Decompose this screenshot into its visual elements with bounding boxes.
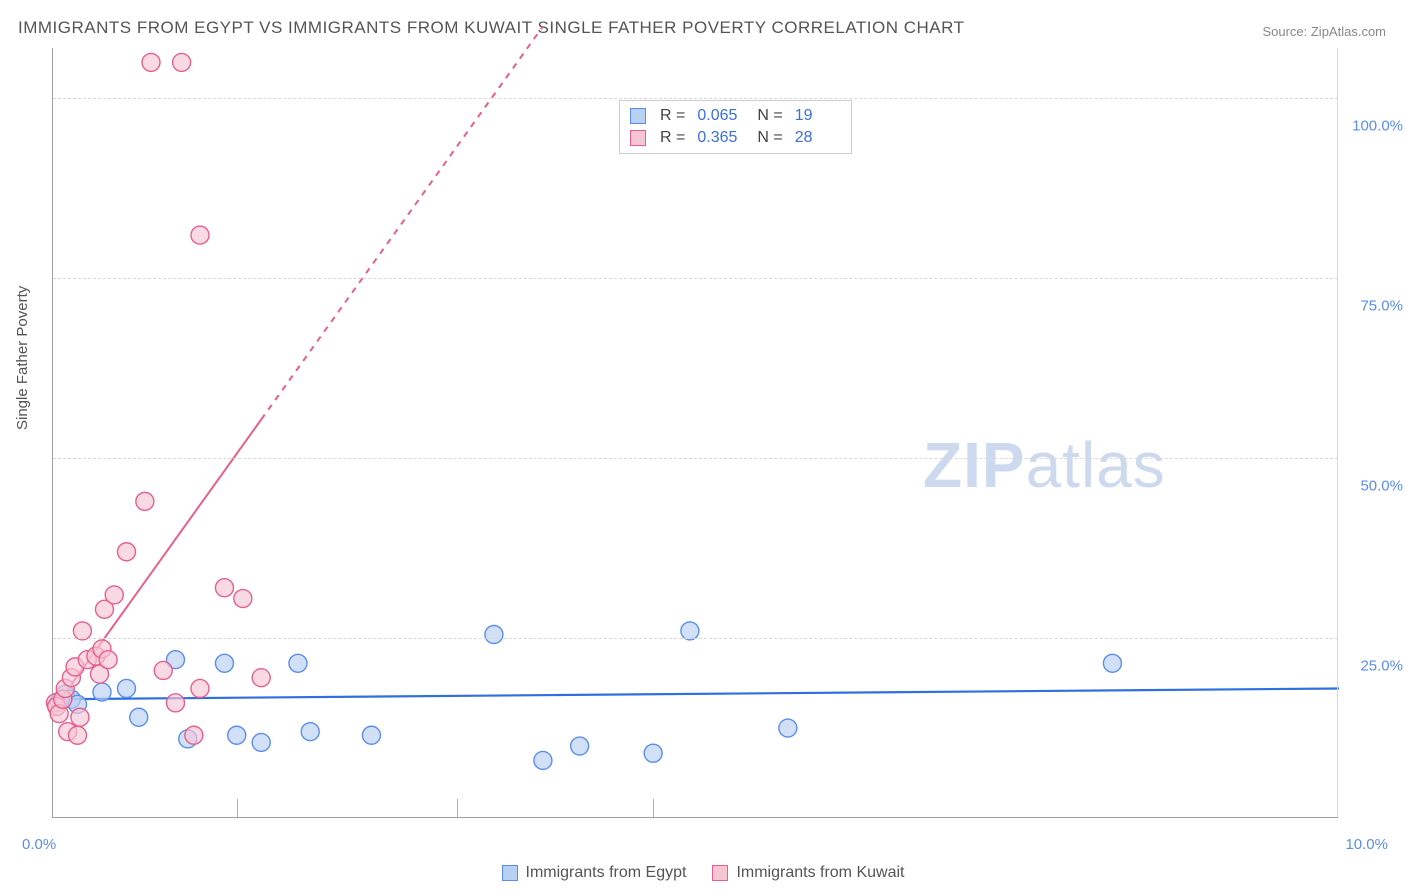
n-value-kuwait: 28 xyxy=(795,129,841,147)
correlation-legend: R = 0.065 N = 19 R = 0.365 N = 28 xyxy=(619,100,852,154)
gridline-h xyxy=(53,458,1338,459)
plot-right-edge xyxy=(1337,48,1338,817)
y-tick-label: 100.0% xyxy=(1343,118,1403,135)
x-tick-stub xyxy=(237,799,238,817)
r-label: R = xyxy=(660,107,685,125)
legend-label-kuwait: Immigrants from Kuwait xyxy=(736,864,904,882)
x-tick-stub xyxy=(653,799,654,817)
gridline-h xyxy=(53,638,1338,639)
chart-title: IMMIGRANTS FROM EGYPT VS IMMIGRANTS FROM… xyxy=(18,18,964,38)
r-label: R = xyxy=(660,129,685,147)
r-value-kuwait: 0.365 xyxy=(697,129,743,147)
chart-svg xyxy=(53,48,1338,817)
swatch-egypt-bottom xyxy=(502,865,518,881)
legend-row-kuwait: R = 0.365 N = 28 xyxy=(630,127,841,149)
series-legend: Immigrants from Egypt Immigrants from Ku… xyxy=(0,864,1406,882)
legend-item-kuwait: Immigrants from Kuwait xyxy=(712,864,904,882)
y-tick-label: 75.0% xyxy=(1343,298,1403,315)
source-attribution: Source: ZipAtlas.com xyxy=(1262,24,1386,39)
y-tick-label: 25.0% xyxy=(1343,658,1403,675)
swatch-kuwait xyxy=(630,130,646,146)
x-tick-stub xyxy=(457,799,458,817)
swatch-egypt xyxy=(630,108,646,124)
gridline-h xyxy=(53,98,1338,99)
swatch-kuwait-bottom xyxy=(712,865,728,881)
n-value-egypt: 19 xyxy=(795,107,841,125)
n-label: N = xyxy=(757,107,782,125)
y-axis-title: Single Father Poverty xyxy=(14,286,31,430)
legend-row-egypt: R = 0.065 N = 19 xyxy=(630,105,841,127)
plot-area: ZIPatlas R = 0.065 N = 19 R = 0.365 N = … xyxy=(52,48,1338,818)
y-tick-label: 50.0% xyxy=(1343,478,1403,495)
r-value-egypt: 0.065 xyxy=(697,107,743,125)
n-label: N = xyxy=(757,129,782,147)
x-tick-label: 10.0% xyxy=(1345,836,1388,853)
x-tick-label: 0.0% xyxy=(22,836,56,853)
legend-label-egypt: Immigrants from Egypt xyxy=(526,864,687,882)
legend-item-egypt: Immigrants from Egypt xyxy=(502,864,687,882)
gridline-h xyxy=(53,278,1338,279)
